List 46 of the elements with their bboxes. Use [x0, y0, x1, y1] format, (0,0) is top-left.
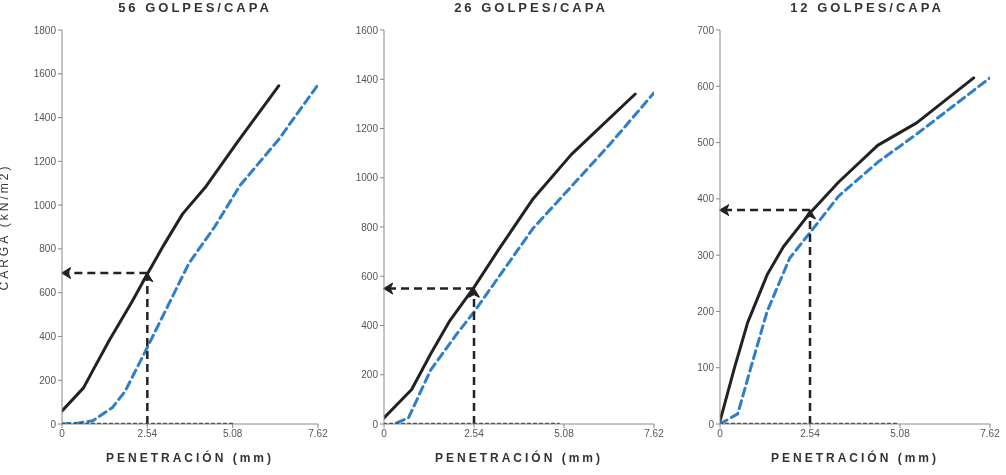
y-tick-label: 1600	[355, 24, 379, 36]
chart-title: 12 GOLPES/CAPA	[789, 0, 945, 17]
x-tick-label: 5.08	[554, 428, 575, 440]
x-tick-label: 0	[717, 428, 724, 440]
y-tick-label: 1000	[33, 199, 57, 211]
y-tick-label: 1600	[33, 68, 57, 80]
x-tick-label: 7.62	[308, 428, 329, 440]
x-tick-label: 0	[381, 428, 388, 440]
y-tick-label: 600	[361, 270, 379, 282]
x-tick-label: 5.08	[890, 428, 911, 440]
x-axis-title: PENETRACIÓN (mm)	[105, 450, 275, 465]
y-tick-label: 200	[39, 374, 57, 386]
y-tick-label: 400	[39, 330, 57, 342]
y-tick-label: 1200	[355, 123, 379, 135]
y-tick-label: 500	[697, 137, 715, 149]
y-tick-label: 600	[39, 287, 57, 299]
y-tick-label: 1200	[33, 155, 57, 167]
y-tick-label: 800	[39, 243, 57, 255]
y-tick-label: 600	[697, 80, 715, 92]
y-tick-label: 1400	[355, 73, 379, 85]
chart-title: 26 GOLPES/CAPA	[453, 0, 609, 17]
y-tick-label: 200	[697, 305, 715, 317]
x-tick-label: 5.08	[222, 428, 243, 440]
y-tick-label: 400	[697, 193, 715, 205]
x-axis-title: PENETRACIÓN (mm)	[434, 450, 604, 465]
x-tick-label: 2.54	[800, 428, 821, 440]
y-tick-label: 300	[697, 249, 715, 261]
y-tick-label: 200	[361, 369, 379, 381]
y-tick-label: 1800	[33, 24, 57, 36]
y-tick-label: 800	[361, 221, 379, 233]
x-tick-label: 2.54	[464, 428, 485, 440]
x-tick-label: 7.62	[980, 428, 1001, 440]
chart-title: 56 GOLPES/CAPA	[117, 0, 273, 17]
y-tick-label: 0	[708, 418, 715, 430]
y-tick-label: 400	[361, 320, 379, 332]
y-tick-label: 0	[50, 418, 57, 430]
x-tick-label: 7.62	[644, 428, 665, 440]
x-axis-title: PENETRACIÓN (mm)	[770, 450, 940, 465]
y-tick-label: 1000	[355, 172, 379, 184]
y-tick-label: 100	[697, 362, 715, 374]
y-tick-label: 1400	[33, 112, 57, 124]
y-tick-label: 700	[697, 24, 715, 36]
x-tick-label: 2.54	[137, 428, 158, 440]
y-tick-label: 0	[372, 418, 379, 430]
y-axis-title: CARGA (kN/m2)	[0, 163, 12, 291]
x-tick-label: 0	[59, 428, 66, 440]
